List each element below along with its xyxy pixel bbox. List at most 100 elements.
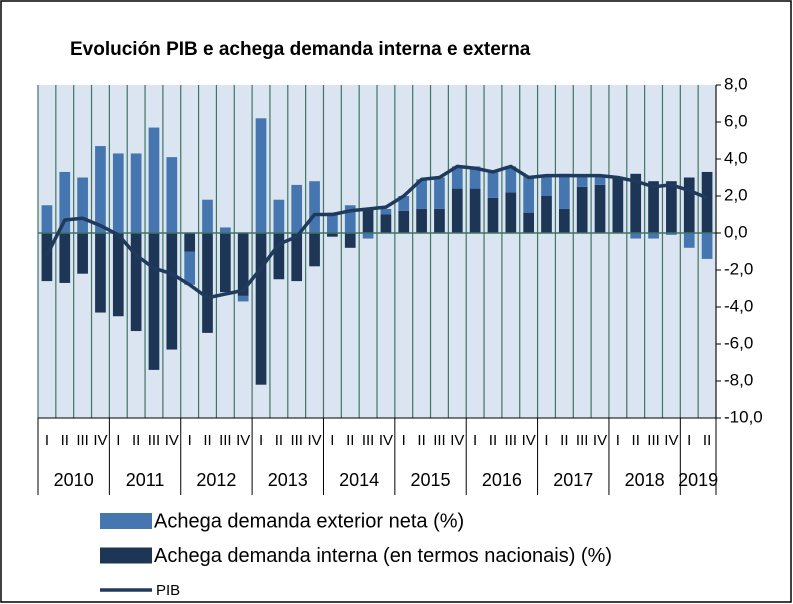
bar: [166, 157, 178, 233]
bar: [77, 177, 88, 233]
bar: [219, 227, 231, 233]
bar: [184, 233, 196, 252]
x-tick-label: IV: [236, 432, 250, 449]
bar: [112, 153, 124, 233]
bar: [683, 233, 695, 248]
x-group-label: 2018: [625, 470, 665, 490]
bar: [291, 184, 303, 233]
x-tick-label: II: [560, 432, 568, 449]
bar: [202, 199, 213, 233]
x-tick-label: II: [346, 432, 354, 449]
bar: [576, 175, 588, 187]
bar: [112, 233, 124, 317]
bar: [594, 175, 606, 185]
x-tick-label: IV: [165, 432, 179, 449]
x-tick-label: IV: [307, 432, 321, 449]
x-tick-label: II: [489, 432, 497, 449]
x-tick-label: I: [687, 432, 691, 449]
x-tick-label: IV: [593, 432, 607, 449]
bar: [309, 181, 320, 233]
x-group-label: 2010: [54, 470, 94, 490]
x-group-label: 2016: [482, 470, 522, 490]
bar: [451, 188, 463, 233]
x-group-label: 2019: [678, 470, 718, 490]
bar: [148, 233, 160, 370]
bar: [630, 233, 642, 239]
y-tick-label: -2,0: [724, 259, 753, 278]
bar: [59, 171, 71, 233]
bar: [398, 210, 410, 233]
x-tick-label: I: [188, 432, 192, 449]
x-tick-label: IV: [450, 432, 464, 449]
x-group-label: 2015: [411, 470, 451, 490]
bar: [237, 295, 249, 302]
bar: [344, 233, 356, 248]
bar: [487, 197, 499, 233]
y-tick-label: 4,0: [724, 148, 748, 167]
y-tick-label: 2,0: [724, 185, 748, 204]
bar: [505, 192, 517, 233]
x-tick-label: III: [433, 432, 446, 449]
bar: [344, 205, 356, 233]
bar: [701, 171, 713, 233]
bar: [434, 208, 445, 233]
legend-label: Achega demanda exterior neta (%): [154, 510, 464, 532]
bar: [558, 173, 570, 209]
bar: [648, 181, 659, 233]
x-tick-label: II: [417, 432, 425, 449]
bar: [558, 208, 570, 233]
bar: [630, 173, 642, 233]
x-tick-label: I: [402, 432, 406, 449]
legend-label: Achega demanda interna (en termos nacion…: [154, 545, 612, 567]
bar: [594, 184, 606, 233]
bar: [683, 177, 695, 233]
bar: [255, 233, 267, 385]
bar: [451, 166, 463, 189]
bar: [327, 212, 338, 233]
x-tick-label: I: [116, 432, 120, 449]
x-tick-label: IV: [522, 432, 536, 449]
bar: [77, 233, 88, 274]
bar: [541, 196, 552, 233]
bar: [523, 212, 535, 233]
x-tick-label: II: [203, 432, 211, 449]
legend-swatch: [100, 513, 152, 529]
x-group-label: 2012: [196, 470, 236, 490]
bar: [273, 233, 285, 280]
x-tick-label: III: [576, 432, 589, 449]
bar: [309, 233, 320, 267]
x-tick-label: II: [132, 432, 140, 449]
bar: [291, 233, 303, 282]
bar: [416, 208, 427, 233]
y-tick-label: 6,0: [724, 111, 748, 130]
x-tick-label: IV: [93, 432, 107, 449]
legend-label: PIB: [156, 582, 180, 599]
x-tick-label: II: [275, 432, 283, 449]
bar: [505, 166, 517, 193]
x-tick-label: I: [616, 432, 620, 449]
legend-swatch: [100, 547, 152, 564]
x-group-label: 2014: [339, 470, 379, 490]
bar: [184, 251, 196, 285]
bar: [41, 233, 53, 282]
x-group-label: 2017: [553, 470, 593, 490]
bar: [380, 214, 392, 233]
y-tick-label: -6,0: [724, 333, 753, 352]
bar: [166, 233, 178, 350]
x-group-label: 2011: [126, 470, 165, 490]
bar: [148, 127, 160, 233]
bar: [362, 208, 374, 233]
x-tick-label: II: [61, 432, 69, 449]
bar: [398, 196, 410, 211]
x-tick-label: I: [45, 432, 49, 449]
bar: [541, 175, 552, 196]
y-tick-label: -4,0: [724, 296, 753, 315]
bar: [202, 233, 213, 333]
chart-title: Evolución PIB e achega demanda interna e…: [70, 39, 531, 60]
x-tick-label: III: [505, 432, 518, 449]
x-tick-label: I: [259, 432, 263, 449]
y-tick-label: -10,0: [724, 407, 763, 426]
bar: [648, 233, 659, 239]
x-tick-label: II: [632, 432, 640, 449]
